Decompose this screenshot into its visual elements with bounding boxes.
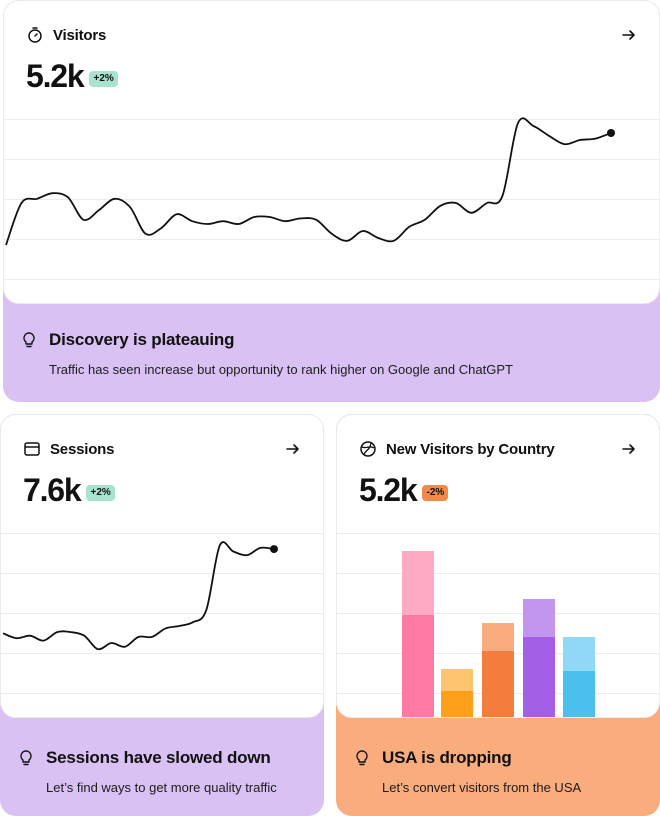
visitors-card: Visitors 5.2k +2% Discovery is plateauin… <box>3 0 660 402</box>
stopwatch-icon <box>26 26 44 44</box>
sessions-title: Sessions <box>50 440 115 458</box>
grid-line <box>337 533 659 534</box>
sessions-insight: Sessions have slowed down Let’s find way… <box>0 718 324 816</box>
visitors-arrow-icon[interactable] <box>621 27 637 43</box>
visitors-insight-title: Discovery is plateauing <box>49 330 235 349</box>
grid-line <box>4 199 659 200</box>
globe-icon <box>359 440 377 458</box>
country-title: New Visitors by Country <box>386 440 555 458</box>
country-insight-title: USA is dropping <box>382 748 512 767</box>
country-arrow-icon[interactable] <box>621 441 637 457</box>
visitors-panel: Visitors 5.2k +2% <box>3 0 660 304</box>
bar-segment-base <box>563 671 595 717</box>
bar-segment-base <box>482 651 514 717</box>
grid-line <box>1 573 323 574</box>
grid-line <box>1 613 323 614</box>
grid-line <box>4 119 659 120</box>
sessions-series-line <box>2 541 275 651</box>
visitors-endpoint-dot <box>607 129 615 137</box>
grid-line <box>1 533 323 534</box>
sessions-value: 7.6k <box>23 472 82 508</box>
lightbulb-icon <box>18 749 34 767</box>
visitors-line-chart <box>5 117 615 246</box>
sessions-endpoint-dot <box>270 545 278 554</box>
bar-segment-base <box>402 615 434 717</box>
country-insight: USA is dropping Let’s convert visitors f… <box>336 718 660 816</box>
grid-line <box>337 573 659 574</box>
browser-window-icon <box>23 440 41 458</box>
bar-segment-top <box>482 623 514 651</box>
grid-line <box>337 613 659 614</box>
country-insight-text: Let’s convert visitors from the USA <box>382 780 582 795</box>
bar-segment-top <box>441 669 473 691</box>
sessions-arrow-icon[interactable] <box>285 441 301 457</box>
sessions-insight-text: Let’s find ways to get more quality traf… <box>46 780 277 795</box>
visitors-title: Visitors <box>53 26 107 44</box>
visitors-series-line <box>5 117 612 246</box>
sessions-insight-title: Sessions have slowed down <box>46 748 271 767</box>
lightbulb-icon <box>21 331 37 349</box>
sessions-card: Sessions 7.6k +2% Sessions have slowed d… <box>0 414 324 816</box>
bar-segment-top <box>523 599 555 637</box>
visitors-value: 5.2k <box>26 58 85 94</box>
bar-segment-base <box>523 637 555 717</box>
country-value: 5.2k <box>359 472 418 508</box>
grid-line <box>4 159 659 160</box>
country-change-badge: -2% <box>422 485 449 501</box>
bar-segment-base <box>441 691 473 717</box>
sessions-line-chart <box>2 541 278 651</box>
visitors-insight-text: Traffic has seen increase but opportunit… <box>49 362 513 377</box>
country-bar-chart <box>402 551 595 717</box>
bar-segment-top <box>402 551 434 615</box>
lightbulb-icon <box>354 749 370 767</box>
sessions-panel: Sessions 7.6k +2% <box>0 414 324 718</box>
visitors-change-badge: +2% <box>89 71 118 87</box>
grid-line <box>4 279 659 280</box>
grid-line <box>4 239 659 240</box>
grid-line <box>1 653 323 654</box>
sessions-change-badge: +2% <box>86 485 115 501</box>
country-panel: New Visitors by Country 5.2k -2% <box>336 414 660 718</box>
visitors-insight: Discovery is plateauing Traffic has seen… <box>3 304 660 402</box>
bar-segment-top <box>563 637 595 671</box>
country-card: New Visitors by Country 5.2k -2% USA is … <box>336 414 660 816</box>
grid-line <box>1 693 323 694</box>
